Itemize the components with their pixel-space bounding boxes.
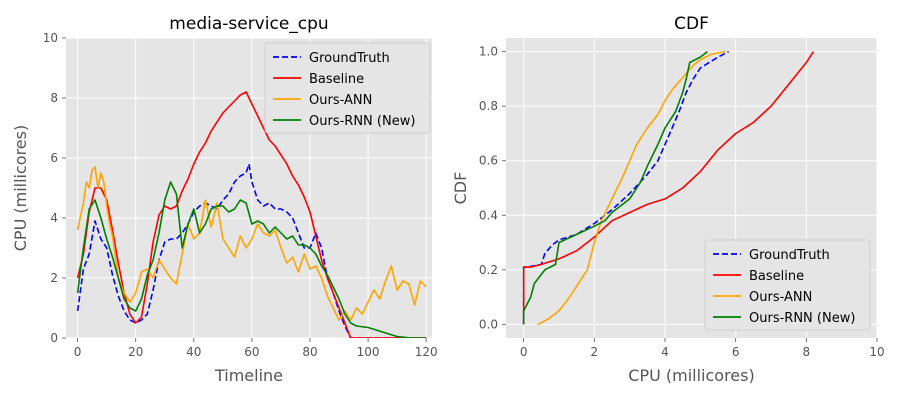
x-tick-label: 10 bbox=[869, 345, 884, 359]
x-tick-label: 2 bbox=[591, 345, 599, 359]
y-tick-label: 0.6 bbox=[479, 154, 498, 168]
legend-entry-label: GroundTruth bbox=[309, 51, 390, 66]
x-tick-label: 0 bbox=[74, 345, 82, 359]
legend-entry-label: GroundTruth bbox=[749, 248, 830, 263]
y-axis-label: CPU (millicores) bbox=[11, 125, 30, 251]
x-tick-label: 60 bbox=[244, 345, 259, 359]
legend: GroundTruth Baseline Ours-ANN Ours-RNN (New… bbox=[704, 239, 871, 331]
chart-title: CDF bbox=[674, 14, 709, 34]
chart-title: media-service_cpu bbox=[169, 14, 328, 34]
x-axis-label: CPU (millicores) bbox=[628, 366, 754, 385]
x-tick-label: 20 bbox=[128, 345, 143, 359]
y-tick-label: 0.0 bbox=[479, 317, 498, 331]
series-line-ours-ann bbox=[76, 166, 427, 321]
legend-entry-label: Baseline bbox=[309, 72, 364, 87]
x-tick-label: 40 bbox=[186, 345, 201, 359]
legend-entry-label: Ours-ANN bbox=[309, 93, 372, 108]
x-tick-label: 100 bbox=[357, 345, 380, 359]
legend-entry-label: Baseline bbox=[749, 269, 804, 284]
x-tick-label: 120 bbox=[415, 345, 438, 359]
y-tick-label: 0.4 bbox=[479, 208, 498, 222]
chart-panel-1: 0 20 40 60 80 100 120 0 2 4 6 8 10 media-service_cpu T… bbox=[11, 14, 438, 385]
x-tick-label: 80 bbox=[302, 345, 317, 359]
y-axis-label: CDF bbox=[451, 172, 470, 205]
series-layer bbox=[522, 50, 815, 326]
series-line-ours-rnn-new bbox=[76, 181, 427, 338]
y-tick-label: 8 bbox=[50, 91, 58, 105]
series-line-ours-rnn-new bbox=[522, 50, 708, 325]
x-tick-label: 6 bbox=[732, 345, 740, 359]
legend-frame bbox=[264, 42, 431, 134]
series-layer bbox=[76, 91, 427, 338]
y-tick-label: 1.0 bbox=[479, 45, 498, 59]
series-line-groundtruth bbox=[76, 163, 427, 338]
y-tick-label: 2 bbox=[50, 271, 58, 285]
y-tick-label: 0 bbox=[50, 331, 58, 345]
legend-frame bbox=[704, 239, 871, 331]
chart-panel-2: 0 2 4 6 8 10 0.0 0.2 0.4 0.6 0.8 1.0 CDF CPU (millico… bbox=[451, 14, 885, 385]
legend: GroundTruth Baseline Ours-ANN Ours-RNN (New… bbox=[264, 42, 431, 134]
x-axis-label: Timeline bbox=[214, 366, 283, 385]
series-line-groundtruth bbox=[522, 50, 729, 325]
legend-entry-label: Ours-ANN bbox=[749, 290, 812, 305]
x-tick-label: 8 bbox=[803, 345, 811, 359]
legend-entry-label: Ours-RNN (New) bbox=[309, 114, 415, 129]
y-tick-label: 10 bbox=[43, 31, 58, 45]
y-tick-label: 0.2 bbox=[479, 263, 498, 277]
legend-entry-label: Ours-RNN (New) bbox=[749, 311, 855, 326]
x-tick-label: 0 bbox=[520, 345, 528, 359]
y-tick-label: 0.8 bbox=[479, 99, 498, 113]
x-tick-label: 4 bbox=[661, 345, 669, 359]
y-tick-label: 4 bbox=[50, 211, 58, 225]
y-tick-label: 6 bbox=[50, 151, 58, 165]
series-line-ours-ann bbox=[537, 50, 726, 326]
series-line-baseline bbox=[522, 51, 815, 325]
